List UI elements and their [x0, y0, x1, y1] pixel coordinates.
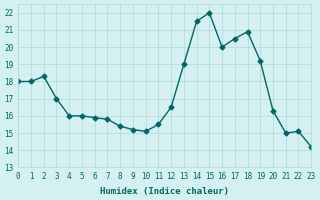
X-axis label: Humidex (Indice chaleur): Humidex (Indice chaleur) — [100, 187, 229, 196]
